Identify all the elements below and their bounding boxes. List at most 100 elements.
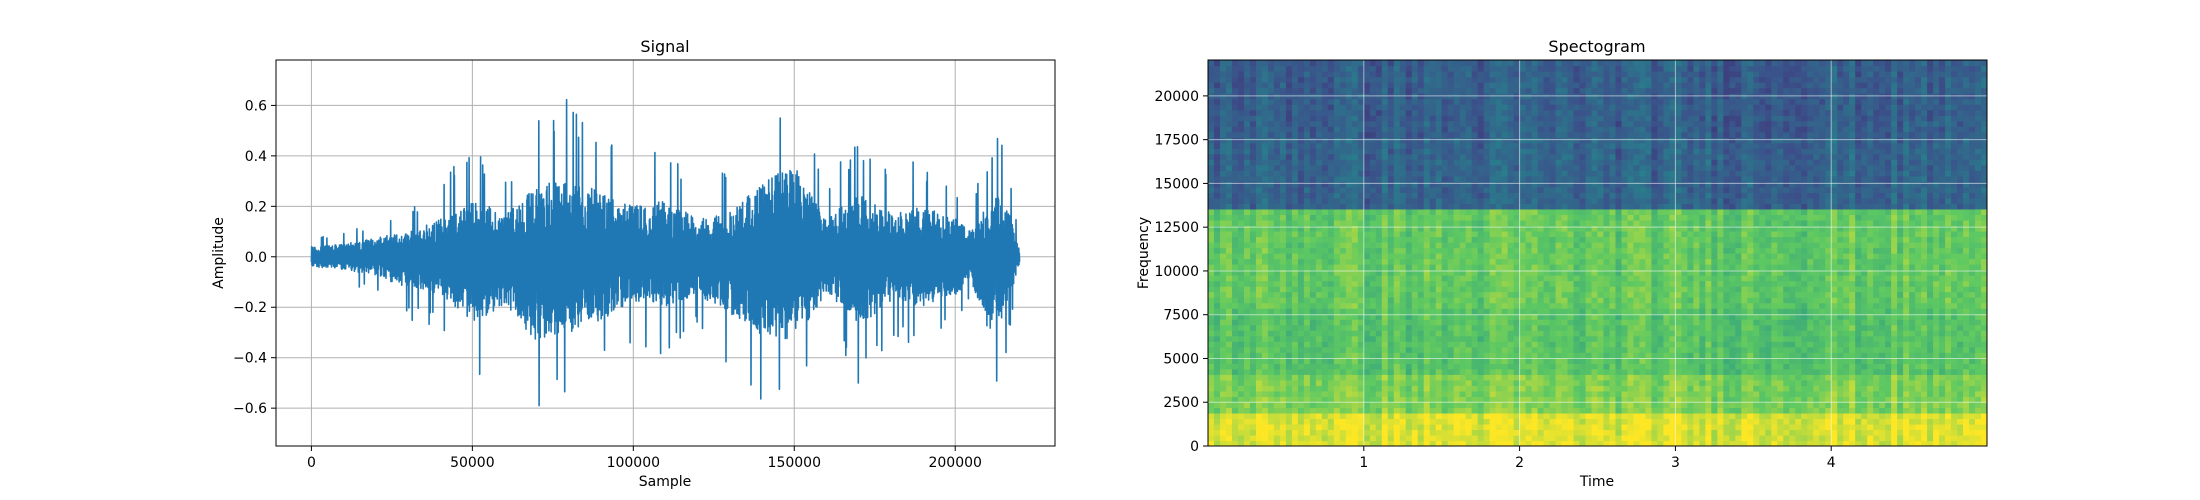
spectrogram-cell xyxy=(1669,280,1676,287)
spectrogram-cell xyxy=(1711,297,1718,304)
spectrogram-cell xyxy=(1231,324,1239,331)
spectrogram-cell xyxy=(1645,346,1653,353)
spectrogram-cell xyxy=(1759,286,1766,293)
spectrogram-cell xyxy=(1933,412,1940,420)
spectrogram-cell xyxy=(1897,379,1904,386)
spectrogram-cell xyxy=(1543,374,1551,381)
spectrogram-cell xyxy=(1927,418,1934,425)
spectrogram-cell xyxy=(1489,253,1497,260)
spectrogram-cell xyxy=(1579,396,1587,403)
spectrogram-cell xyxy=(1843,241,1850,249)
spectrogram-cell xyxy=(1801,401,1808,408)
spectrogram-cell xyxy=(1453,346,1461,353)
spectrogram-cell xyxy=(1789,357,1796,364)
spectrogram-cell xyxy=(1717,357,1724,364)
spectrogram-cell xyxy=(1825,269,1832,276)
spectrogram-cell xyxy=(1513,429,1521,436)
spectrogram-cell xyxy=(1651,297,1659,304)
spectrogram-cell xyxy=(1561,335,1569,342)
spectrogram-cell xyxy=(1429,264,1437,271)
spectrogram-cell xyxy=(1621,297,1629,304)
spectrogram-cell xyxy=(1843,302,1850,309)
spectrogram-cell xyxy=(1933,297,1940,304)
spectrogram-cell xyxy=(1261,423,1269,431)
spectrogram-cell xyxy=(1525,346,1533,353)
spectrogram-cell xyxy=(1315,258,1323,265)
spectrogram-cell xyxy=(1627,236,1635,243)
spectrogram-cell xyxy=(1663,319,1671,326)
spectrogram-cell xyxy=(1849,308,1856,315)
spectrogram-cell xyxy=(1231,412,1239,420)
spectrogram-cell xyxy=(1873,313,1880,320)
spectrogram-cell xyxy=(1387,236,1395,243)
spectrogram-cell xyxy=(1603,302,1611,309)
spectrogram-cell xyxy=(1681,346,1688,353)
spectrogram-cell xyxy=(1381,390,1389,397)
spectrogram-cell xyxy=(1225,423,1233,431)
spectrogram-cell xyxy=(1471,253,1479,260)
spectrogram-cell xyxy=(1495,374,1503,381)
spectrogram-cell xyxy=(1423,396,1431,403)
spectrogram-cell xyxy=(1399,374,1407,381)
spectrogram-cell xyxy=(1621,429,1629,436)
spectrogram-cell xyxy=(1291,324,1299,331)
spectrogram-cell xyxy=(1663,302,1671,309)
spectrogram-cell xyxy=(1393,258,1401,265)
spectrogram-cell xyxy=(1969,368,1976,375)
spectrogram-cell xyxy=(1327,434,1335,442)
spectrogram-cell xyxy=(1381,423,1389,431)
spectrogram-cell xyxy=(1507,401,1515,408)
spectrogram-cell xyxy=(1795,385,1802,392)
spectrogram-cell xyxy=(1285,302,1293,309)
spectrogram-cell xyxy=(1903,357,1910,364)
spectrogram-cell xyxy=(1795,352,1802,359)
spectrogram-cell xyxy=(1939,423,1946,431)
spectrogram-cell xyxy=(1243,401,1251,408)
spectrogram-cell xyxy=(1375,324,1383,331)
spectrogram-cell xyxy=(1657,286,1665,293)
spectrogram-cell xyxy=(1309,346,1317,353)
spectrogram-cell xyxy=(1801,407,1808,414)
spectrogram-cell xyxy=(1315,418,1323,425)
spectrogram-cell xyxy=(1285,429,1293,436)
spectrogram-cell xyxy=(1723,302,1730,309)
spectrogram-cell xyxy=(1477,401,1485,408)
spectrogram-cell xyxy=(1405,330,1413,337)
spectrogram-cell xyxy=(1867,247,1874,254)
spectrogram-cell xyxy=(1873,379,1880,386)
spectrogram-cell xyxy=(1363,423,1371,431)
spectrogram-cell xyxy=(1291,297,1299,304)
spectrogram-cell xyxy=(1687,241,1694,249)
spectrogram-cell xyxy=(1717,286,1724,293)
spectrogram-cell xyxy=(1957,407,1964,414)
spectrogram-cell xyxy=(1435,330,1443,337)
spectrogram-cell xyxy=(1807,434,1814,442)
spectrogram-cell xyxy=(1417,313,1425,320)
spectrogram-cell xyxy=(1573,247,1581,254)
spectrogram-cell xyxy=(1261,297,1269,304)
spectrogram-cell xyxy=(1651,341,1659,348)
spectrogram-cell xyxy=(1477,269,1485,276)
spectrogram-cell xyxy=(1531,401,1539,408)
spectrogram-cell xyxy=(1441,286,1449,293)
spectrogram-cell xyxy=(1627,423,1635,431)
spectrogram-cell xyxy=(1747,440,1754,446)
spectrogram-cell xyxy=(1243,412,1251,420)
spectrogram-cell xyxy=(1597,357,1605,364)
spectrogram-cell xyxy=(1321,291,1329,298)
spectrogram-cell xyxy=(1351,253,1359,260)
spectrogram-cell xyxy=(1711,434,1718,442)
spectrogram-cell xyxy=(1795,291,1802,298)
spectrogram-cell xyxy=(1411,308,1419,315)
spectrogram-cell xyxy=(1417,368,1425,375)
spectrogram-cell xyxy=(1429,330,1437,337)
spectrogram-cell xyxy=(1879,302,1886,309)
spectrogram-cell xyxy=(1315,390,1323,397)
spectrogram-cell xyxy=(1561,341,1569,348)
spectrogram-cell xyxy=(1765,396,1772,403)
spectrogram-cell xyxy=(1435,423,1443,431)
spectrogram-cell xyxy=(1597,286,1605,293)
spectrogram-cell xyxy=(1765,236,1772,243)
spectrogram-cell xyxy=(1321,258,1329,265)
spectrogram-cell xyxy=(1465,357,1473,364)
